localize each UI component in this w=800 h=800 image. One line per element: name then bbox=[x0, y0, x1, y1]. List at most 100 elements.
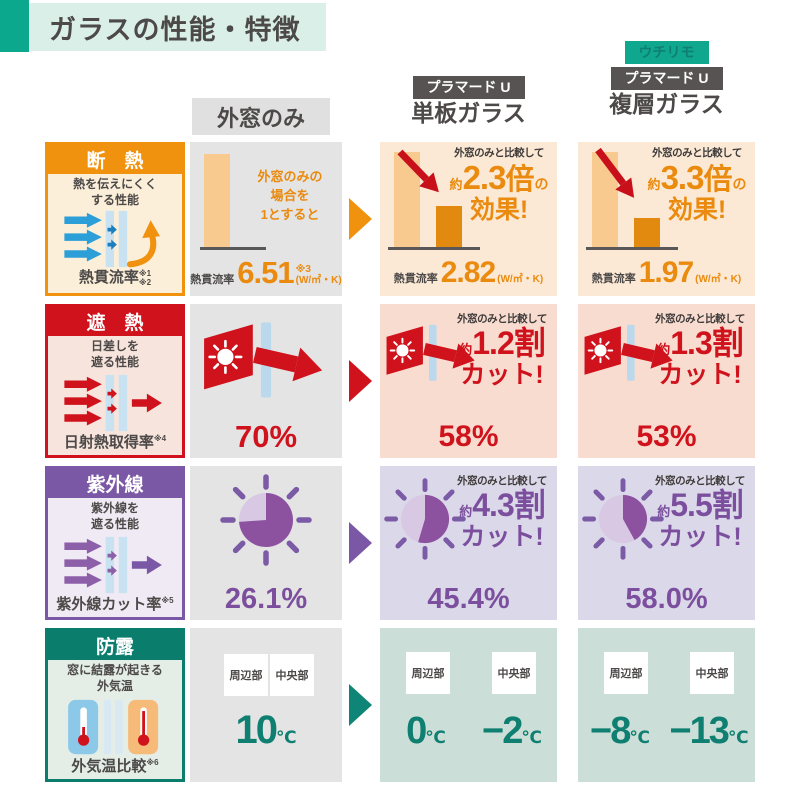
flow-arrow-icon bbox=[349, 522, 372, 564]
u-value-unit: (W/㎡・K) bbox=[497, 274, 544, 285]
sun-window-arrow-icon bbox=[584, 324, 673, 381]
comparison-block: 外窓のみと比較して 約2.3倍の 効果! bbox=[449, 147, 549, 224]
column-header-base: 外窓のみ bbox=[192, 98, 330, 135]
chip-center: 中央部 bbox=[690, 652, 734, 694]
chip-edge: 周辺部 bbox=[406, 652, 450, 694]
bar-baseline bbox=[586, 247, 678, 250]
plamado-badge: プラマード U bbox=[412, 76, 525, 99]
row-shading: 遮 熱 日差しを 遮る性能 日射熱取得率※4 bbox=[0, 304, 800, 458]
u-value-unit: (W/㎡・K) bbox=[295, 275, 342, 286]
cell-uv-single: 外窓のみと比較して 約4.3割 カット! 45.4% bbox=[380, 466, 557, 620]
row-uv: 紫外線 紫外線を 遮る性能 紫外線カット率※5 bbox=[0, 466, 800, 620]
single-glass-label: 単板ガラス bbox=[411, 100, 526, 126]
row-label-uv: 紫外線 紫外線を 遮る性能 紫外線カット率※5 bbox=[45, 466, 185, 620]
shading-arrows-icon bbox=[62, 370, 168, 435]
bar-improved bbox=[436, 206, 462, 247]
page-title-box: ガラスの性能・特徴 bbox=[29, 3, 327, 51]
u-value: 2.82 bbox=[440, 256, 496, 289]
metric-footnote: ※5 bbox=[161, 596, 174, 605]
cell-condensation-double: 周辺部 中央部 −8℃ −13℃ bbox=[578, 628, 755, 782]
row-desc: 日差しを 遮る性能 bbox=[90, 339, 139, 369]
uvalue-line: 熱貫流率 2.82 (W/㎡・K) bbox=[393, 256, 544, 289]
cell-shading-double: 外窓のみと比較して 約1.3割 カット! 53% bbox=[578, 304, 755, 458]
plamado-badge: プラマード U bbox=[610, 67, 723, 90]
decrease-arrow-icon bbox=[595, 147, 635, 198]
uv-cut-value: 45.4% bbox=[427, 583, 510, 615]
thermometers-icon bbox=[62, 694, 168, 759]
row-label-shading: 遮 熱 日差しを 遮る性能 日射熱取得率※4 bbox=[45, 304, 185, 458]
cell-uv-base: 26.1% bbox=[190, 466, 342, 620]
page-title: ガラスの性能・特徴 bbox=[49, 14, 301, 45]
cell-uv-double: 外窓のみと比較して 約5.5割 カット! 58.0% bbox=[578, 466, 755, 620]
temperature-center: −13℃ bbox=[669, 710, 749, 752]
comparison-block: 外窓のみと比較して 約5.5割 カット! bbox=[655, 475, 745, 551]
column-header-double: ウチリモ プラマード U 複層ガラス bbox=[578, 41, 755, 116]
bar-baseline bbox=[388, 247, 480, 250]
cell-insulation-single: 外窓のみと比較して 約2.3倍の 効果! 熱貫流率 2.82 (W/㎡・K) bbox=[380, 142, 557, 296]
row-metric: 外気温比較※6 bbox=[71, 758, 159, 775]
row-title: 断 熱 bbox=[48, 145, 182, 174]
row-metric: 熱貫流率※1 ※2 bbox=[78, 269, 152, 288]
sun-pie-icon bbox=[384, 478, 466, 560]
flow-arrow-icon bbox=[349, 198, 372, 240]
row-title: 防露 bbox=[48, 631, 182, 660]
uchirimo-badge: ウチリモ bbox=[624, 41, 709, 64]
row-metric: 紫外線カット率※5 bbox=[56, 596, 174, 613]
base-caption: 外窓のみの 場合を 1とすると bbox=[257, 169, 323, 222]
chip-edge: 周辺部 bbox=[224, 654, 268, 696]
u-value: 1.97 bbox=[638, 256, 694, 289]
sun-window-arrow-icon bbox=[204, 322, 323, 398]
u-value-unit: (W/㎡・K) bbox=[695, 274, 742, 285]
uvalue-line: 熱貫流率6.51 ※3 (W/㎡・K) bbox=[190, 255, 342, 290]
comparison-block: 外窓のみと比較して 約4.3割 カット! bbox=[457, 475, 547, 551]
uv-arrows-icon bbox=[62, 532, 168, 597]
shgc-value: 58% bbox=[438, 420, 499, 453]
metric-footnote: ※1 ※2 bbox=[138, 269, 152, 288]
temperature-edge: −8℃ bbox=[590, 710, 650, 752]
u-value-note: ※3 bbox=[295, 263, 311, 275]
uv-cut-value: 58.0% bbox=[625, 583, 708, 615]
comparison-block: 外窓のみと比較して 約1.3割 カット! bbox=[655, 313, 745, 389]
temperature-center: −2℃ bbox=[482, 710, 542, 752]
double-glass-label: 複層ガラス bbox=[609, 91, 724, 117]
chip-edge: 周辺部 bbox=[604, 652, 648, 694]
bar-base bbox=[204, 154, 230, 247]
cell-insulation-double: 外窓のみと比較して 約3.3倍の 効果! 熱貫流率 1.97 (W/㎡・K) bbox=[578, 142, 755, 296]
insulation-arrows-icon bbox=[62, 208, 168, 270]
flow-arrow-icon bbox=[349, 684, 372, 726]
row-title: 紫外線 bbox=[48, 469, 182, 498]
row-label-condensation: 防露 窓に結露が起きる 外気温 外気温比較※6 bbox=[45, 628, 185, 782]
decrease-arrow-icon bbox=[397, 149, 439, 193]
row-desc: 熱を伝えにくく する性能 bbox=[73, 177, 157, 207]
cell-shading-base: 70% bbox=[190, 304, 342, 458]
chip-center: 中央部 bbox=[492, 652, 536, 694]
bar-baseline bbox=[200, 247, 266, 250]
cell-condensation-base: 周辺部 中央部 10℃ bbox=[190, 628, 342, 782]
row-label-insulation: 断 熱 熱を伝えにくく する性能 熱貫流率※1 ※2 bbox=[45, 142, 185, 296]
chip-center: 中央部 bbox=[270, 654, 314, 696]
row-title: 遮 熱 bbox=[48, 307, 182, 336]
temperature-edge: 0℃ bbox=[406, 710, 446, 752]
row-metric: 日射熱取得率※4 bbox=[63, 434, 167, 451]
u-value: 6.51 bbox=[237, 255, 294, 290]
comparison-block: 外窓のみと比較して 約3.3倍の 効果! bbox=[647, 147, 747, 224]
temperature: 10℃ bbox=[235, 708, 297, 752]
uvalue-line: 熱貫流率 1.97 (W/㎡・K) bbox=[591, 256, 742, 289]
shgc-value: 70% bbox=[234, 419, 298, 454]
row-insulation: 断 熱 熱を伝えにくく する性能 熱貫流率※1 ※2 外窓のみの 場合を 1とす… bbox=[0, 142, 800, 296]
cell-insulation-base: 外窓のみの 場合を 1とすると 熱貫流率6.51 ※3 (W/㎡・K) bbox=[190, 142, 342, 296]
row-desc: 紫外線を 遮る性能 bbox=[90, 501, 139, 531]
cell-condensation-single: 周辺部 中央部 0℃ −2℃ bbox=[380, 628, 557, 782]
row-condensation: 防露 窓に結露が起きる 外気温 外気温比較※6 周辺部 中央部 10℃ 周辺部 … bbox=[0, 628, 800, 782]
metric-footnote: ※6 bbox=[146, 758, 159, 767]
metric-footnote: ※4 bbox=[153, 434, 167, 443]
shgc-value: 53% bbox=[636, 420, 697, 453]
sun-pie-icon bbox=[220, 474, 312, 566]
column-header-single: プラマード U 単板ガラス bbox=[380, 76, 557, 125]
sun-pie-icon bbox=[582, 478, 664, 560]
uv-cut-value: 26.1% bbox=[224, 583, 308, 615]
flow-arrow-icon bbox=[349, 360, 372, 402]
comparison-block: 外窓のみと比較して 約1.2割 カット! bbox=[457, 313, 547, 389]
bar-improved bbox=[634, 218, 660, 247]
